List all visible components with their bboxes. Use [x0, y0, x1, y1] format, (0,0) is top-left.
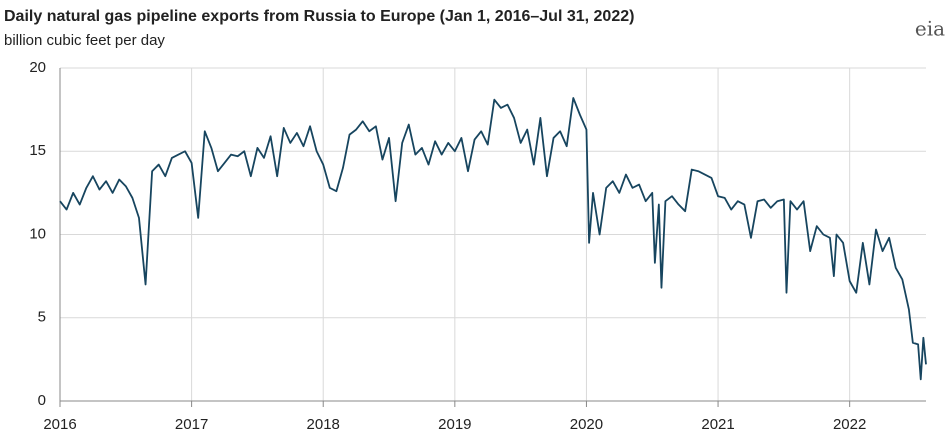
- x-tick-label: 2022: [833, 416, 866, 433]
- logo: eia: [915, 17, 945, 41]
- y-tick-label: 5: [38, 309, 46, 326]
- x-tick-label: 2020: [570, 416, 603, 433]
- y-tick-label: 20: [29, 59, 46, 76]
- data-line: [59, 97, 927, 381]
- y-tick-label: 0: [38, 392, 46, 409]
- y-tick-label: 15: [29, 142, 46, 159]
- x-tick-label: 2018: [307, 416, 340, 433]
- x-tick-label: 2016: [43, 416, 76, 433]
- chart-title: Daily natural gas pipeline exports from …: [4, 8, 634, 25]
- y-tick-label: 10: [29, 225, 46, 242]
- x-tick-label: 2017: [175, 416, 208, 433]
- x-tick-label: 2021: [701, 416, 734, 433]
- chart-subtitle: billion cubic feet per day: [4, 32, 165, 49]
- x-tick-label: 2019: [438, 416, 471, 433]
